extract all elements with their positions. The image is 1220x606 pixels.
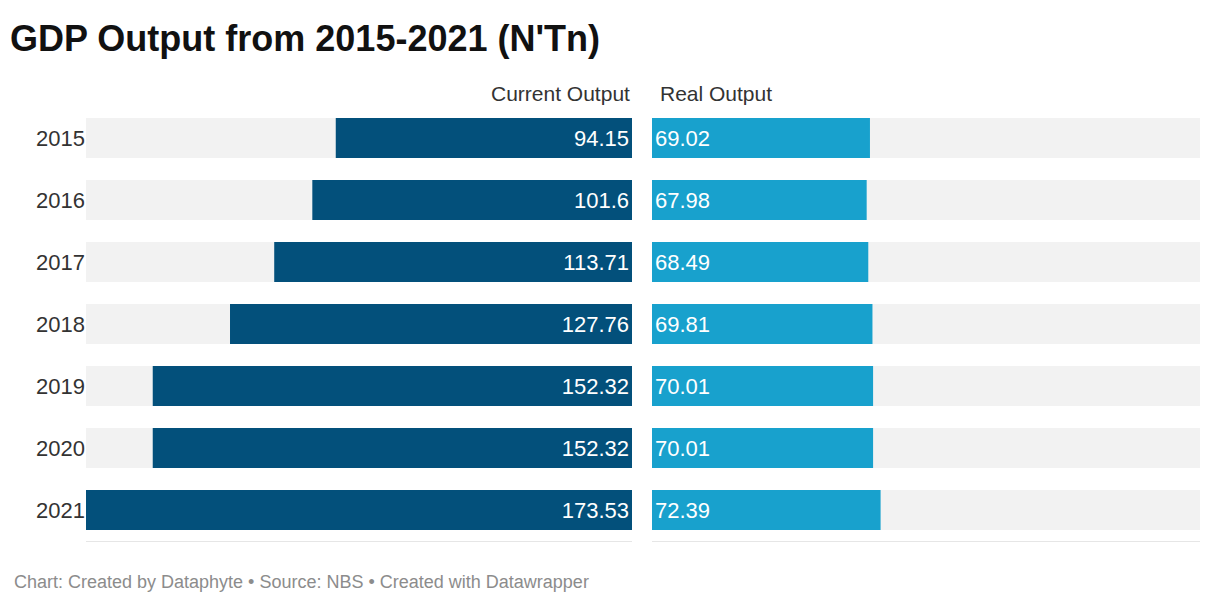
svg-text:2015: 2015 xyxy=(36,126,85,151)
svg-text:Current Output: Current Output xyxy=(491,82,630,105)
svg-text:2017: 2017 xyxy=(36,250,85,275)
svg-text:69.81: 69.81 xyxy=(655,312,710,337)
svg-text:101.6: 101.6 xyxy=(574,188,629,213)
svg-text:67.98: 67.98 xyxy=(655,188,710,213)
svg-text:69.02: 69.02 xyxy=(655,126,710,151)
svg-text:173.53: 173.53 xyxy=(562,498,629,523)
svg-text:2019: 2019 xyxy=(36,374,85,399)
svg-text:152.32: 152.32 xyxy=(562,436,629,461)
svg-text:70.01: 70.01 xyxy=(655,436,710,461)
svg-text:Chart: Created by Dataphyte •: Chart: Created by Dataphyte • Source: NB… xyxy=(14,572,589,592)
svg-text:2020: 2020 xyxy=(36,436,85,461)
svg-text:GDP Output from 2015-2021 (N'T: GDP Output from 2015-2021 (N'Tn) xyxy=(10,18,600,59)
svg-text:2016: 2016 xyxy=(36,188,85,213)
svg-text:Real Output: Real Output xyxy=(660,82,772,105)
svg-text:2021: 2021 xyxy=(36,498,85,523)
svg-text:152.32: 152.32 xyxy=(562,374,629,399)
svg-text:70.01: 70.01 xyxy=(655,374,710,399)
svg-text:68.49: 68.49 xyxy=(655,250,710,275)
svg-text:94.15: 94.15 xyxy=(574,126,629,151)
svg-text:72.39: 72.39 xyxy=(655,498,710,523)
svg-text:127.76: 127.76 xyxy=(562,312,629,337)
svg-text:113.71: 113.71 xyxy=(563,250,629,275)
svg-text:2018: 2018 xyxy=(36,312,85,337)
